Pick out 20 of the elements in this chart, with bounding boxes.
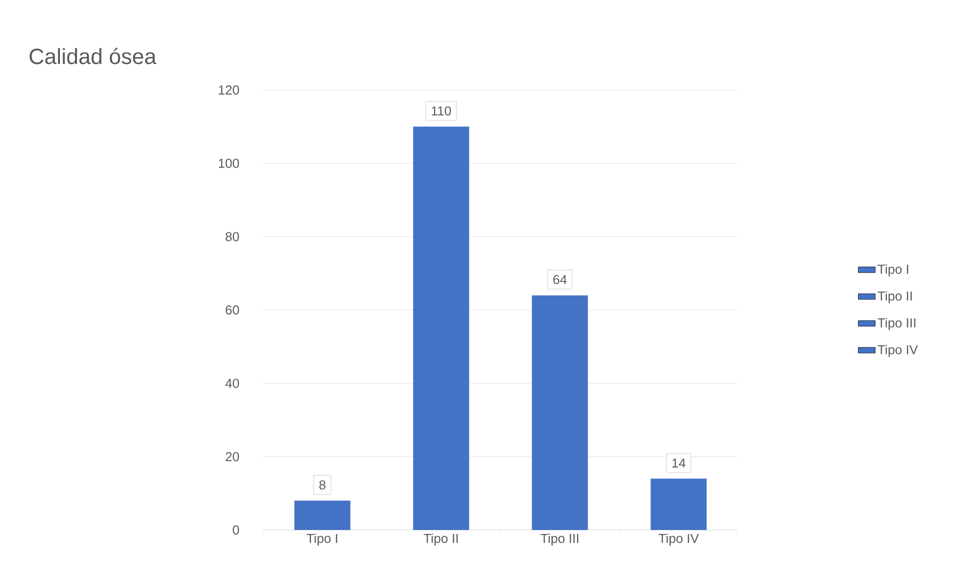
legend-label: Tipo III [878, 318, 916, 330]
data-label: 14 [672, 458, 686, 468]
x-tick-label: Tipo I [306, 534, 338, 546]
data-label: 64 [553, 274, 567, 284]
x-tick-label: Tipo IV [658, 534, 699, 546]
y-tick-label: 40 [225, 378, 239, 388]
y-tick-label: 80 [226, 232, 239, 242]
chart-title: Calidad ósea [30, 48, 156, 64]
legend-label: Tipo IV [878, 344, 918, 357]
data-label: 8 [319, 480, 326, 490]
legend-label: Tipo I [878, 264, 908, 276]
y-tick-label: 100 [218, 158, 239, 168]
y-tick-label: 20 [226, 452, 239, 462]
legend-label: Tipo II [878, 291, 912, 304]
y-tick-label: 0 [232, 525, 239, 535]
data-label: 110 [432, 106, 451, 116]
x-tick-label: Tipo II [424, 534, 458, 546]
x-tick-label: Tipo III [540, 534, 578, 546]
y-tick-label: 60 [226, 305, 239, 315]
y-tick-label: 120 [218, 85, 239, 95]
